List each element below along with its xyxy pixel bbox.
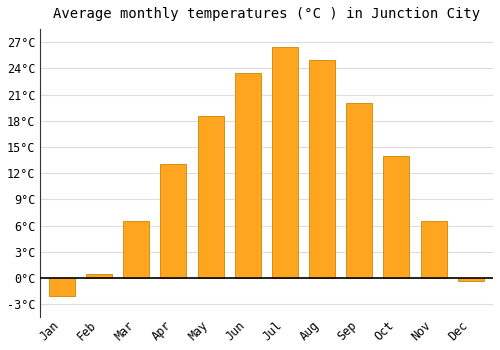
Bar bbox=[160, 164, 186, 278]
Bar bbox=[420, 221, 446, 278]
Bar bbox=[123, 221, 150, 278]
Bar bbox=[86, 274, 112, 278]
Bar bbox=[346, 103, 372, 278]
Bar bbox=[272, 47, 298, 278]
Title: Average monthly temperatures (°C ) in Junction City: Average monthly temperatures (°C ) in Ju… bbox=[53, 7, 480, 21]
Bar bbox=[198, 117, 224, 278]
Bar bbox=[49, 278, 75, 295]
Bar bbox=[458, 278, 484, 281]
Bar bbox=[234, 73, 261, 278]
Bar bbox=[384, 156, 409, 278]
Bar bbox=[309, 60, 335, 278]
